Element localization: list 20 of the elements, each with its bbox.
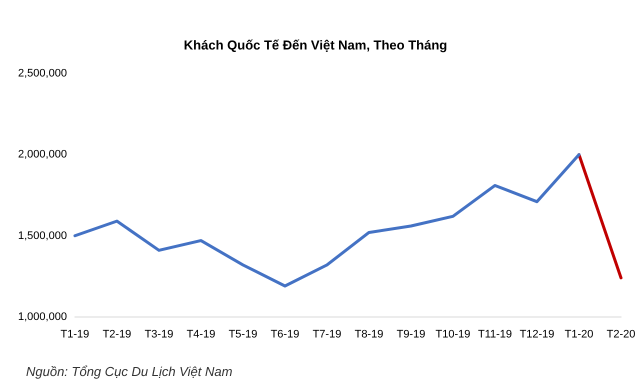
y-tick-label: 2,000,000 xyxy=(18,148,67,161)
x-tick-label: T10-19 xyxy=(436,328,470,340)
x-tick-label: T6-19 xyxy=(270,328,300,340)
x-tick-label: T3-19 xyxy=(144,328,174,340)
x-tick-label: T2-19 xyxy=(102,328,132,340)
x-tick-label: T2-20 xyxy=(606,328,636,340)
x-tick-label: T5-19 xyxy=(228,328,258,340)
y-tick-label: 1,500,000 xyxy=(18,230,67,242)
x-tick-label: T1-20 xyxy=(564,328,594,340)
text: Nguồn: Tổng Cục Du Lịch Việt Nam xyxy=(26,364,233,379)
x-tick-label: T7-19 xyxy=(312,328,342,340)
chart-title: Khách Quốc Tế Đến Việt Nam, Theo Tháng xyxy=(184,37,448,52)
x-tick-label: T8-19 xyxy=(354,328,384,340)
x-tick-label: T12-19 xyxy=(520,328,554,340)
x-tick-label: T11-19 xyxy=(478,328,512,340)
x-tick-label: T9-19 xyxy=(396,328,426,340)
x-tick-label: T1-19 xyxy=(60,328,90,340)
x-tick-label: T4-19 xyxy=(186,328,216,340)
y-tick-label: 2,500,000 xyxy=(18,68,67,80)
y-tick-label: 1,000,000 xyxy=(18,310,67,323)
